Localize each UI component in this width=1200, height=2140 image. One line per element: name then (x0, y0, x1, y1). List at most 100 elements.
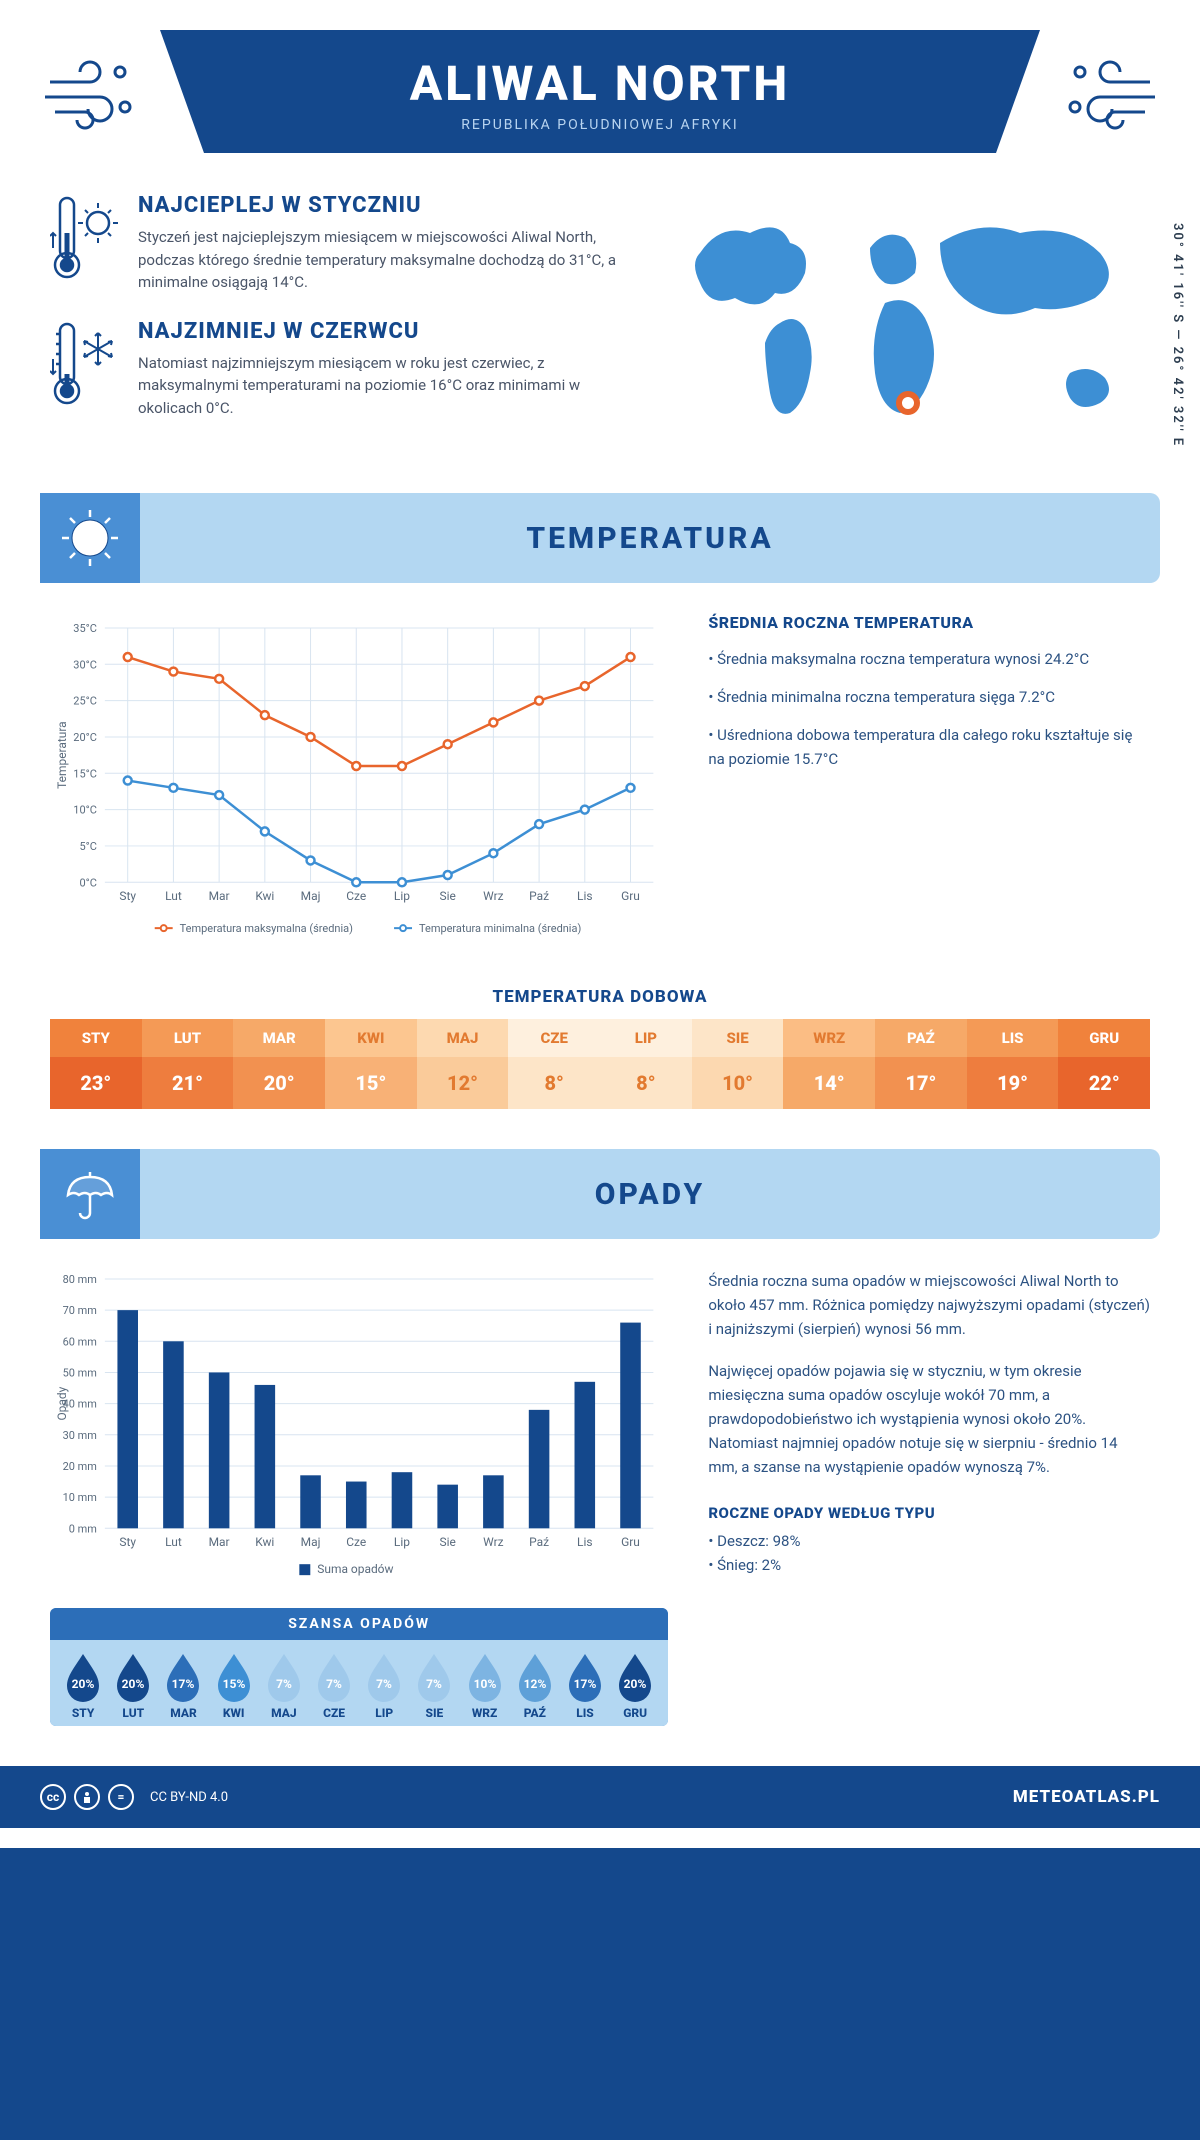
svg-text:Maj: Maj (301, 889, 321, 903)
svg-text:10°C: 10°C (73, 804, 97, 817)
chance-panel: SZANSA OPADÓW 20%STY20%LUT17%MAR15%KWI7%… (50, 1608, 668, 1726)
svg-text:Lip: Lip (394, 889, 410, 903)
svg-text:Sty: Sty (119, 889, 136, 903)
svg-text:Gru: Gru (621, 1535, 640, 1549)
precipitation-title: OPADY (140, 1177, 1160, 1212)
nd-icon: = (108, 1784, 134, 1810)
svg-text:20 mm: 20 mm (63, 1460, 97, 1473)
svg-text:0°C: 0°C (79, 876, 96, 889)
svg-text:Temperatura: Temperatura (55, 721, 69, 789)
svg-text:20°C: 20°C (73, 731, 97, 744)
svg-text:17%: 17% (172, 1677, 195, 1691)
svg-text:0 mm: 0 mm (69, 1522, 97, 1535)
svg-text:20%: 20% (72, 1677, 95, 1691)
svg-text:5°C: 5°C (79, 840, 96, 853)
avg-heading: ŚREDNIA ROCZNA TEMPERATURA (708, 613, 1150, 632)
yearly-type-item: • Śnieg: 2% (708, 1556, 1150, 1574)
precipitation-stats: Średnia roczna suma opadów w miejscowośc… (708, 1269, 1150, 1726)
chance-drops: 20%STY20%LUT17%MAR15%KWI7%MAJ7%CZE7%LIP7… (50, 1640, 668, 1726)
svg-text:Lut: Lut (165, 889, 182, 903)
thermometer-hot-icon (50, 193, 120, 283)
svg-text:20%: 20% (122, 1677, 145, 1691)
svg-text:Lis: Lis (577, 1535, 593, 1549)
precipitation-row: 0 mm10 mm20 mm30 mm40 mm50 mm60 mm70 mm8… (0, 1239, 1200, 1736)
chance-drop: 7%CZE (309, 1650, 359, 1720)
header: ALIWAL NORTH REPUBLIKA POŁUDNIOWEJ AFRYK… (0, 0, 1200, 173)
page: ALIWAL NORTH REPUBLIKA POŁUDNIOWEJ AFRYK… (0, 0, 1200, 1848)
svg-text:15°C: 15°C (73, 767, 97, 780)
chance-drop: 17%MAR (158, 1650, 208, 1720)
thermometer-cold-icon (50, 319, 120, 409)
svg-text:30 mm: 30 mm (63, 1429, 97, 1442)
svg-text:10%: 10% (473, 1677, 496, 1691)
page-title: ALIWAL NORTH (240, 55, 960, 112)
svg-text:Suma opadów: Suma opadów (317, 1562, 393, 1576)
svg-text:Maj: Maj (301, 1535, 321, 1549)
wind-icon-left (40, 52, 140, 132)
chance-drop: 17%LIS (560, 1650, 610, 1720)
coldest-title: NAJZIMNIEJ W CZERWCU (138, 319, 640, 344)
temperature-chart: 0°C5°C10°C15°C20°C25°C30°C35°CStyLutMarK… (50, 613, 668, 952)
daily-temp-title: TEMPERATURA DOBOWA (0, 987, 1200, 1007)
svg-text:Lip: Lip (394, 1535, 410, 1549)
svg-text:Kwi: Kwi (255, 889, 274, 903)
chance-drop: 7%SIE (409, 1650, 459, 1720)
daily-temp-table: STY23°LUT21°MAR20°KWI15°MAJ12°CZE8°LIP8°… (50, 1019, 1150, 1109)
svg-text:7%: 7% (326, 1677, 342, 1691)
svg-text:25°C: 25°C (73, 695, 97, 708)
license-text: CC BY-ND 4.0 (150, 1790, 228, 1805)
chance-drop: 7%LIP (359, 1650, 409, 1720)
chance-drop: 10%WRZ (460, 1650, 510, 1720)
chance-drop: 20%GRU (610, 1650, 660, 1720)
avg-bullet: • Średnia minimalna roczna temperatura s… (708, 685, 1150, 709)
warmest-title: NAJCIEPLEJ W STYCZNIU (138, 193, 640, 218)
warmest-text: Styczeń jest najcieplejszym miesiącem w … (138, 226, 640, 294)
svg-text:Cze: Cze (346, 1535, 366, 1549)
svg-text:Sie: Sie (440, 889, 456, 903)
svg-text:70 mm: 70 mm (63, 1304, 97, 1317)
svg-text:20%: 20% (624, 1677, 647, 1691)
avg-bullet: • Średnia maksymalna roczna temperatura … (708, 647, 1150, 671)
svg-text:12%: 12% (523, 1677, 546, 1691)
svg-text:Lut: Lut (165, 1535, 182, 1549)
coldest-block: NAJZIMNIEJ W CZERWCU Natomiast najzimnie… (50, 319, 640, 420)
title-banner: ALIWAL NORTH REPUBLIKA POŁUDNIOWEJ AFRYK… (160, 30, 1040, 153)
svg-text:Gru: Gru (621, 889, 640, 903)
svg-text:80 mm: 80 mm (63, 1273, 97, 1286)
chance-drop: 15%KWI (209, 1650, 259, 1720)
temperature-stats: ŚREDNIA ROCZNA TEMPERATURA • Średnia mak… (708, 613, 1150, 952)
cc-icon: cc (40, 1784, 66, 1810)
footer-brand: METEOATLAS.PL (1013, 1787, 1160, 1807)
svg-text:17%: 17% (574, 1677, 597, 1691)
svg-text:Wrz: Wrz (483, 889, 504, 903)
svg-text:35°C: 35°C (73, 622, 97, 635)
svg-text:60 mm: 60 mm (63, 1335, 97, 1348)
yearly-type-heading: ROCZNE OPADY WEDŁUG TYPU (708, 1504, 1150, 1522)
svg-text:7%: 7% (427, 1677, 443, 1691)
svg-text:Paź: Paź (529, 1535, 549, 1549)
svg-text:Kwi: Kwi (255, 1535, 274, 1549)
precipitation-column: 0 mm10 mm20 mm30 mm40 mm50 mm60 mm70 mm8… (50, 1269, 668, 1726)
intro-section: NAJCIEPLEJ W STYCZNIU Styczeń jest najci… (0, 173, 1200, 473)
precipitation-chart: 0 mm10 mm20 mm30 mm40 mm50 mm60 mm70 mm8… (50, 1269, 668, 1588)
chance-title: SZANSA OPADÓW (50, 1608, 668, 1640)
svg-text:Temperatura minimalna (średnia: Temperatura minimalna (średnia) (419, 922, 581, 935)
svg-text:30°C: 30°C (73, 658, 97, 671)
wind-icon-right (1060, 52, 1160, 132)
precip-para-2: Najwięcej opadów pojawia się w styczniu,… (708, 1359, 1150, 1479)
svg-text:50 mm: 50 mm (63, 1367, 97, 1380)
svg-text:Opady: Opady (55, 1386, 69, 1420)
warmest-block: NAJCIEPLEJ W STYCZNIU Styczeń jest najci… (50, 193, 640, 294)
svg-text:Sie: Sie (439, 1535, 455, 1549)
umbrella-icon (40, 1149, 140, 1239)
temperature-row: 0°C5°C10°C15°C20°C25°C30°C35°CStyLutMarK… (0, 583, 1200, 962)
chance-drop: 20%LUT (108, 1650, 158, 1720)
chance-drop: 7%MAJ (259, 1650, 309, 1720)
svg-text:Mar: Mar (209, 1535, 230, 1549)
svg-text:Paź: Paź (529, 889, 549, 903)
by-icon (74, 1784, 100, 1810)
svg-text:Temperatura maksymalna (średni: Temperatura maksymalna (średnia) (180, 922, 353, 935)
world-map (670, 193, 1150, 453)
svg-text:Lis: Lis (577, 889, 593, 903)
coordinates: 30° 41' 16'' S — 26° 42' 32'' E (1170, 223, 1185, 447)
